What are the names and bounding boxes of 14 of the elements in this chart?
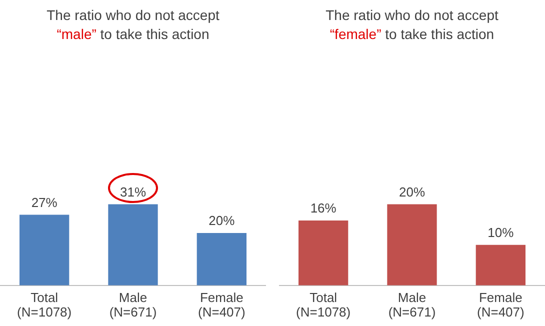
data-label: 31% [120, 184, 146, 200]
chart-title: The ratio who do not accept “male” to take this action [46, 6, 220, 44]
data-label: 20% [208, 213, 236, 228]
x-tick-label: Male (N=671) [109, 290, 157, 320]
data-label: 16% [310, 200, 337, 216]
chart-title: The ratio who do not accept “female” to take this action [324, 6, 500, 44]
data-label: 27% [31, 194, 58, 210]
data-label: 10% [488, 224, 514, 240]
x-tick-label: Total (N=1078) [296, 290, 351, 320]
x-tick-label: Female (N=407) [198, 290, 246, 320]
x-tick-label: Female (N=407) [477, 290, 524, 320]
x-tick-label: Male (N=671) [388, 290, 436, 320]
data-label: 20% [398, 184, 426, 200]
x-tick-label: Total (N=1078) [17, 290, 72, 320]
